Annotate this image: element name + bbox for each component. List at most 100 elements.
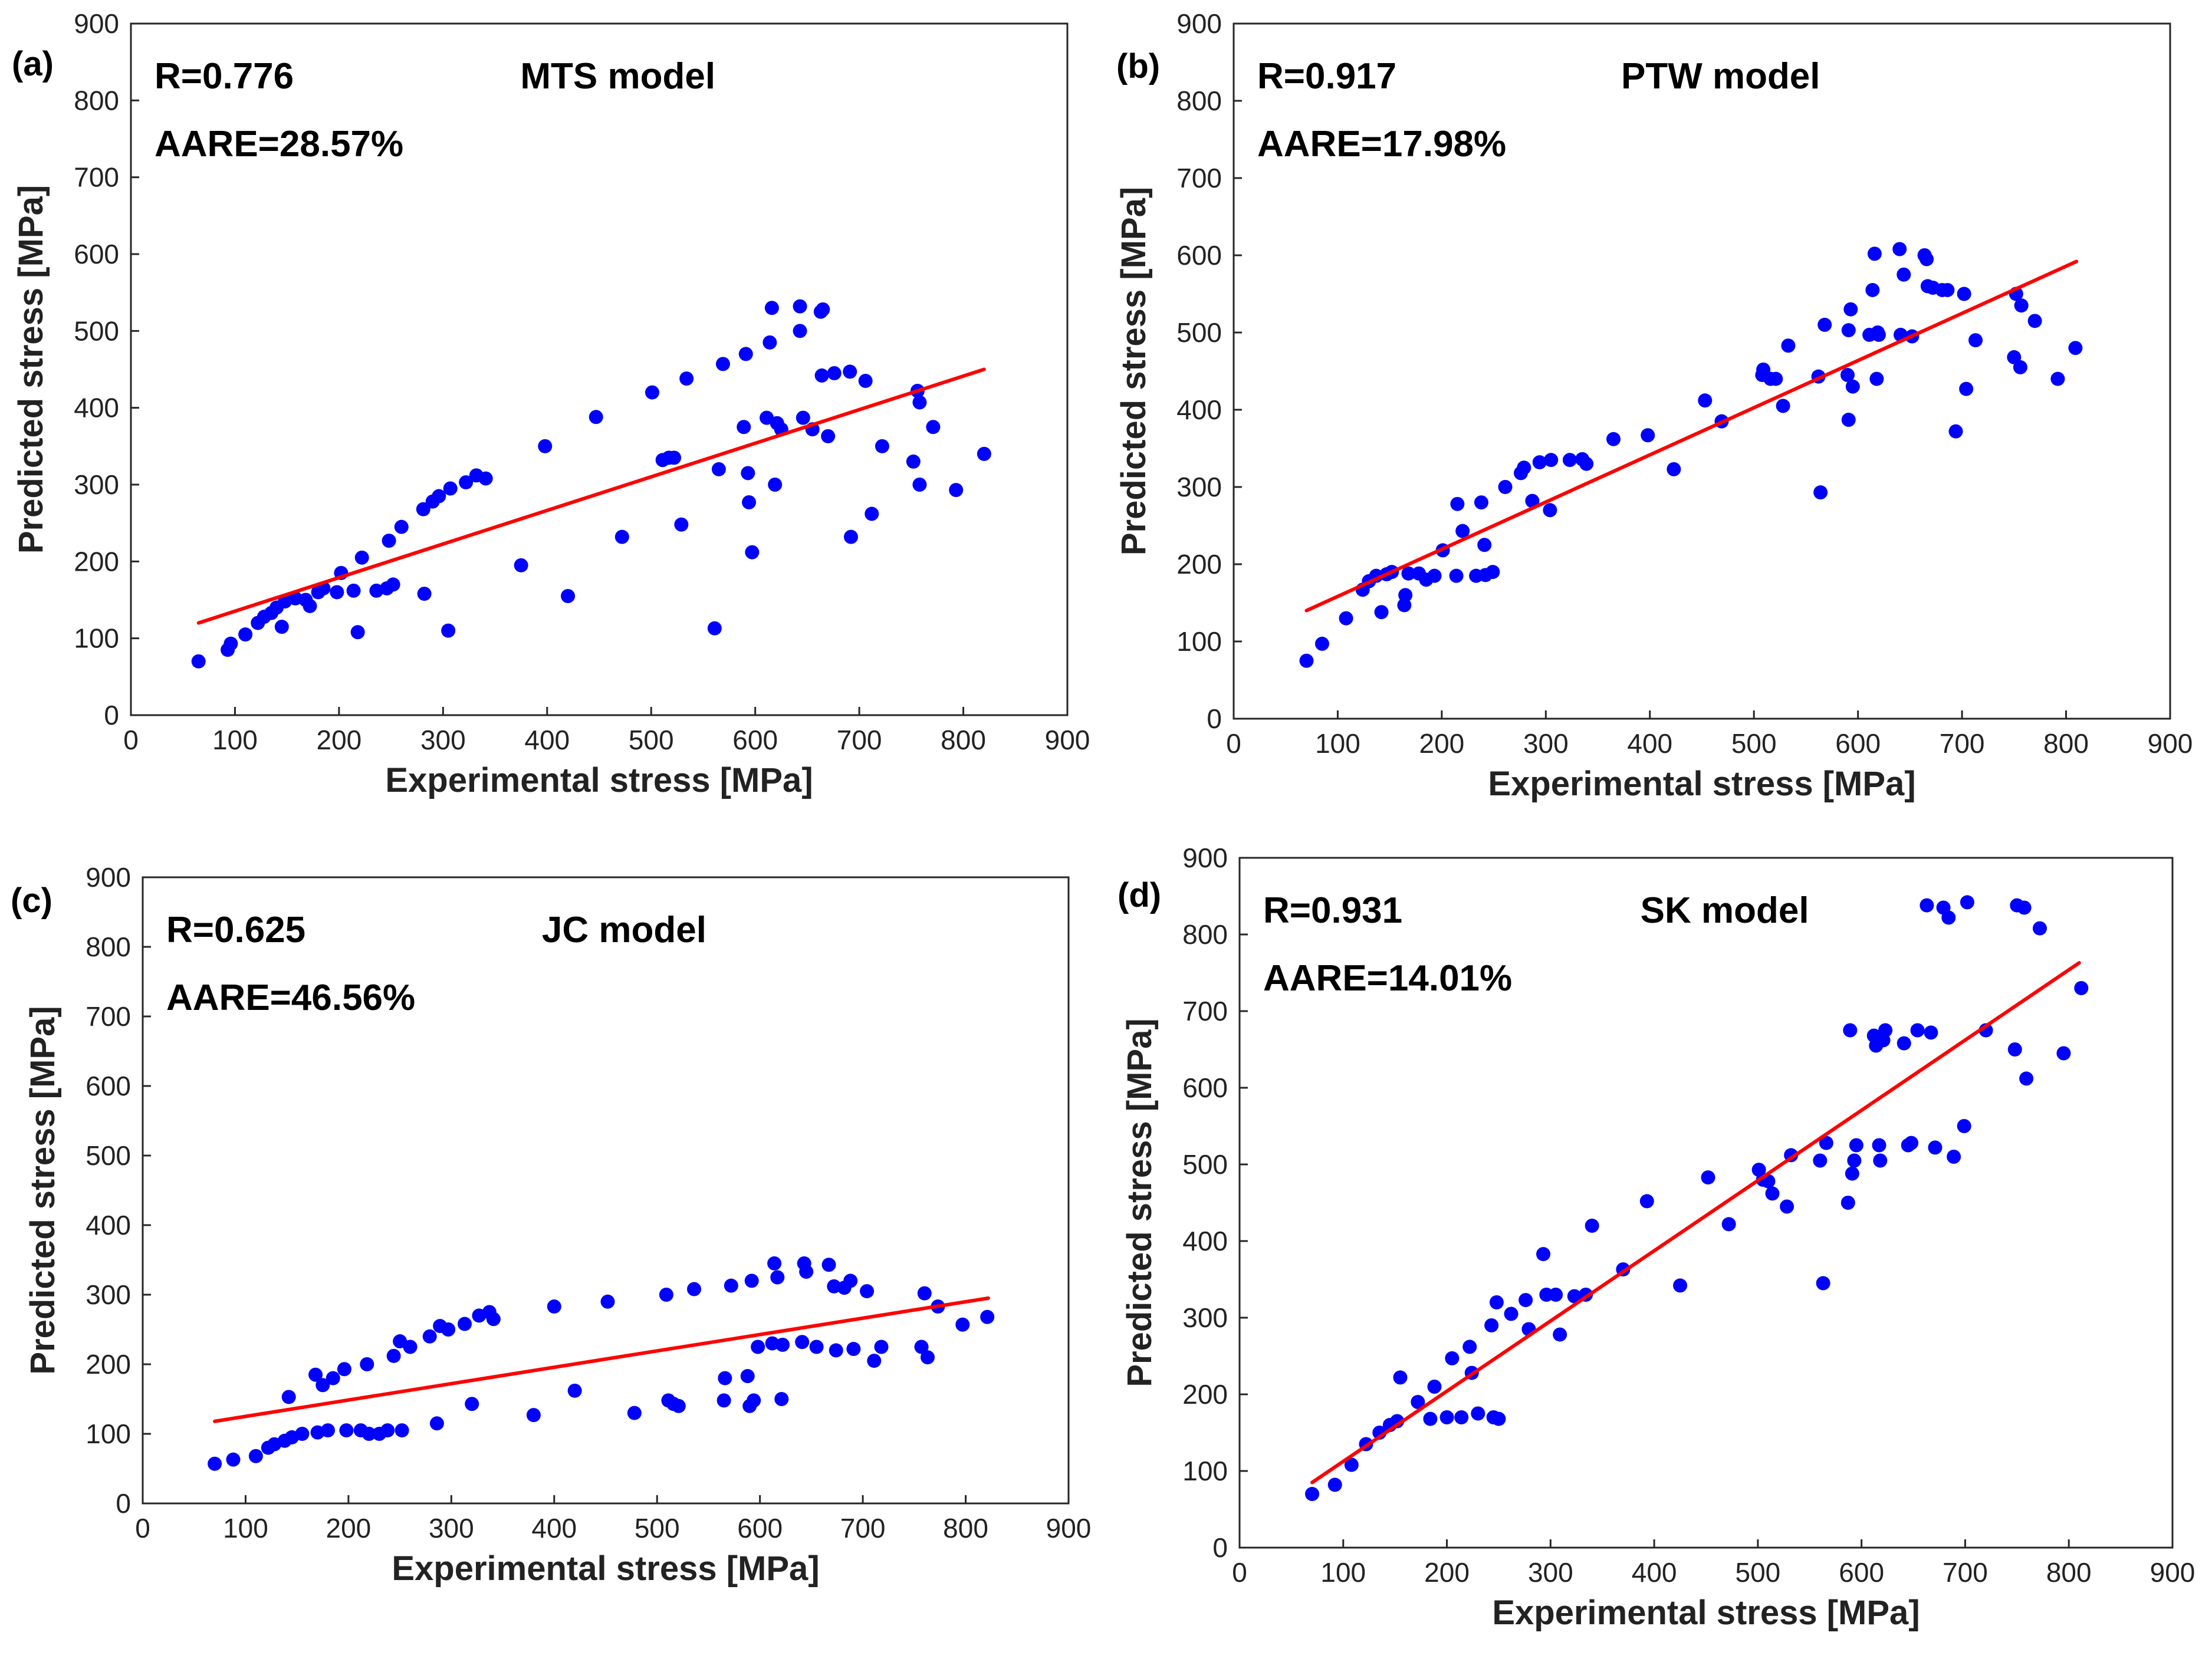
data-point <box>589 410 603 424</box>
data-point <box>350 625 365 640</box>
data-point <box>2027 314 2042 328</box>
data-point <box>1667 462 1681 476</box>
x-tick-label: 400 <box>531 1513 577 1543</box>
y-tick-label: 800 <box>1182 919 1228 950</box>
data-point <box>764 301 779 315</box>
x-tick-label: 800 <box>2046 1557 2092 1588</box>
data-point <box>1873 1153 1888 1168</box>
y-axis-label: Predicted stress [MPa] <box>12 185 50 554</box>
data-point <box>843 1273 858 1288</box>
aare-label: AARE=14.01% <box>1263 958 1512 999</box>
y-tick-label: 500 <box>74 315 119 346</box>
data-points <box>208 1256 995 1471</box>
data-point <box>1454 1410 1469 1424</box>
data-point <box>1920 252 1934 266</box>
data-point <box>1813 1153 1828 1168</box>
data-point <box>354 550 369 565</box>
data-point <box>547 1299 561 1314</box>
fit-line <box>1310 961 2081 1485</box>
y-tick-label: 400 <box>1176 394 1222 425</box>
data-point <box>659 1288 673 1302</box>
data-point <box>281 1390 296 1404</box>
data-point <box>1957 1119 1971 1133</box>
data-point <box>716 1393 731 1408</box>
data-point <box>1543 503 1557 518</box>
data-point <box>865 506 879 521</box>
data-point <box>416 502 430 516</box>
y-tick-label: 800 <box>74 85 119 116</box>
panel-label: (a) <box>12 45 54 83</box>
data-point <box>795 1335 810 1350</box>
r-value-label: R=0.776 <box>155 56 294 97</box>
data-point <box>1544 453 1559 468</box>
y-tick-label: 800 <box>1176 85 1222 116</box>
data-point <box>774 1392 789 1406</box>
ticks: 0 100 200 300 400 500 600 700 800 900 0 100 200 300 40… <box>1176 8 2193 759</box>
data-point <box>1327 1477 1342 1492</box>
data-point <box>1960 895 1974 910</box>
data-point <box>955 1317 970 1332</box>
y-tick-label: 600 <box>86 1071 131 1101</box>
x-tick-label: 800 <box>941 725 986 755</box>
model-title: JC model <box>542 910 706 950</box>
data-point <box>1892 242 1907 256</box>
data-point <box>1519 1293 1533 1308</box>
data-point <box>1525 493 1540 508</box>
data-point <box>1840 368 1855 383</box>
y-tick-label: 200 <box>86 1349 131 1380</box>
x-tick-label: 400 <box>524 725 570 755</box>
x-tick-label: 500 <box>1731 728 1777 759</box>
data-point <box>226 1452 241 1467</box>
y-tick-label: 800 <box>86 932 131 962</box>
data-point <box>860 1284 875 1299</box>
data-point <box>858 374 873 389</box>
y-tick-label: 500 <box>86 1140 131 1171</box>
data-point <box>751 1340 765 1354</box>
data-point <box>321 1423 335 1438</box>
data-point <box>1427 1380 1442 1394</box>
panel-label: (d) <box>1117 876 1161 914</box>
panel-label: (b) <box>1116 47 1160 85</box>
data-point <box>724 1278 738 1293</box>
data-point <box>767 1256 782 1271</box>
data-point <box>1477 538 1492 552</box>
data-point <box>394 519 409 534</box>
data-point <box>208 1456 222 1471</box>
data-point <box>1924 1025 1938 1040</box>
data-point <box>745 545 760 560</box>
x-tick-label: 100 <box>1320 1557 1366 1588</box>
data-point <box>1401 566 1416 581</box>
x-axis-label: Experimental stress [MPa] <box>1488 765 1915 803</box>
data-point <box>2013 360 2027 374</box>
data-point <box>744 1273 759 1288</box>
data-point <box>360 1357 374 1371</box>
x-tick-label: 500 <box>1736 1557 1781 1588</box>
data-point <box>1910 1023 1925 1038</box>
panel-label: (c) <box>11 881 52 920</box>
data-point <box>514 558 528 572</box>
data-point <box>1867 246 1882 261</box>
data-point <box>1968 333 1983 348</box>
x-tick-label: 100 <box>212 725 258 755</box>
data-point <box>429 1416 444 1431</box>
y-tick-label: 0 <box>1207 703 1222 734</box>
data-point <box>303 598 317 613</box>
data-point <box>1871 327 1886 342</box>
y-tick-label: 700 <box>86 1001 131 1032</box>
data-point <box>1553 1327 1567 1342</box>
x-axis-label: Experimental stress [MPa] <box>385 761 813 799</box>
data-point <box>667 450 682 465</box>
r-value-label: R=0.917 <box>1257 56 1396 97</box>
data-point <box>1439 1410 1454 1424</box>
y-tick-label: 600 <box>74 239 119 269</box>
data-point <box>330 585 344 600</box>
x-tick-label: 100 <box>1315 728 1360 759</box>
data-point <box>867 1354 882 1368</box>
data-point <box>2074 981 2089 995</box>
data-point <box>914 1340 929 1354</box>
data-point <box>1904 1136 1919 1150</box>
data-point <box>1455 524 1470 538</box>
data-point <box>829 1343 843 1358</box>
y-tick-label: 100 <box>86 1419 131 1449</box>
